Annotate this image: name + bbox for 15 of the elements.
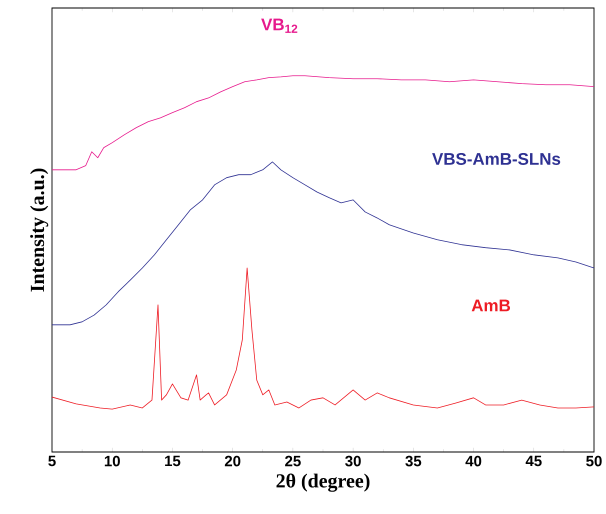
x-tick-label: 40 [465,456,482,466]
text: VBS-AmB-SLNs [432,152,560,165]
x-tick-label: 35 [405,456,422,466]
x-axis-title: 2θ (degree) [276,473,370,492]
x-tick-label: 25 [285,456,301,466]
text: AmB [472,300,510,312]
x-tick-label: 30 [345,456,361,466]
x-tick-label: 50 [586,456,602,466]
x-tick-label: 15 [165,456,180,466]
y-axis-title: Intensity (a.u.) [30,168,48,292]
x-tick-label: 45 [526,456,542,466]
x-tick-label: 5 [48,456,56,466]
x-tick-label: 20 [224,456,240,466]
x-tick-label: 10 [104,456,120,466]
text: VB$_{12}$ [261,18,298,33]
